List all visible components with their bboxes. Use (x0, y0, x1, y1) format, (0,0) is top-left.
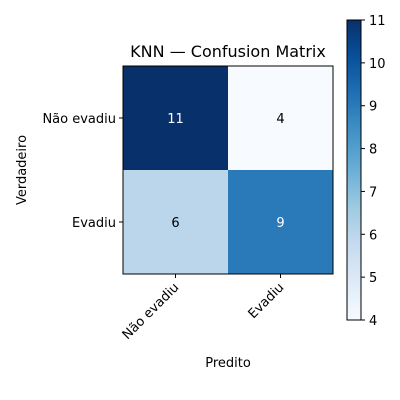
x-tick-label: Evadiu (246, 280, 288, 322)
heatmap-cell (228, 66, 333, 170)
heatmap-cell (123, 170, 228, 274)
colorbar-tick-label: 4 (369, 314, 377, 329)
colorbar (346, 19, 362, 321)
colorbar-tick-label: 5 (369, 271, 377, 286)
cell-value-label: 11 (167, 112, 184, 127)
x-tick-label: Não evadiu (120, 280, 183, 343)
colorbar-tick-label: 11 (369, 14, 386, 29)
heatmap-cell (228, 170, 333, 274)
x-axis-label: Predito (205, 356, 251, 371)
heatmap-cell (123, 66, 228, 170)
y-axis-label: Verdadeiro (15, 135, 30, 205)
cell-value-label: 4 (276, 112, 284, 127)
chart-title: KNN — Confusion Matrix (130, 42, 326, 61)
colorbar-tick-label: 9 (369, 100, 377, 115)
y-tick-label: Não evadiu (42, 112, 116, 127)
heatmap-cells: 11 4 6 9 (123, 66, 333, 274)
colorbar-ticks: 4 5 6 7 8 9 10 11 (361, 14, 386, 329)
cell-value-label: 6 (171, 216, 179, 231)
colorbar-tick-label: 10 (369, 57, 386, 72)
colorbar-tick-label: 6 (369, 228, 377, 243)
y-ticks: Não evadiu Evadiu (42, 112, 123, 231)
colorbar-tick-label: 7 (369, 185, 377, 200)
plot-frame (122, 65, 334, 275)
x-ticks: Não evadiu Evadiu (120, 274, 288, 343)
cell-value-label: 9 (276, 216, 284, 231)
colorbar-tick-label: 8 (369, 143, 377, 158)
y-tick-label: Evadiu (72, 216, 116, 231)
